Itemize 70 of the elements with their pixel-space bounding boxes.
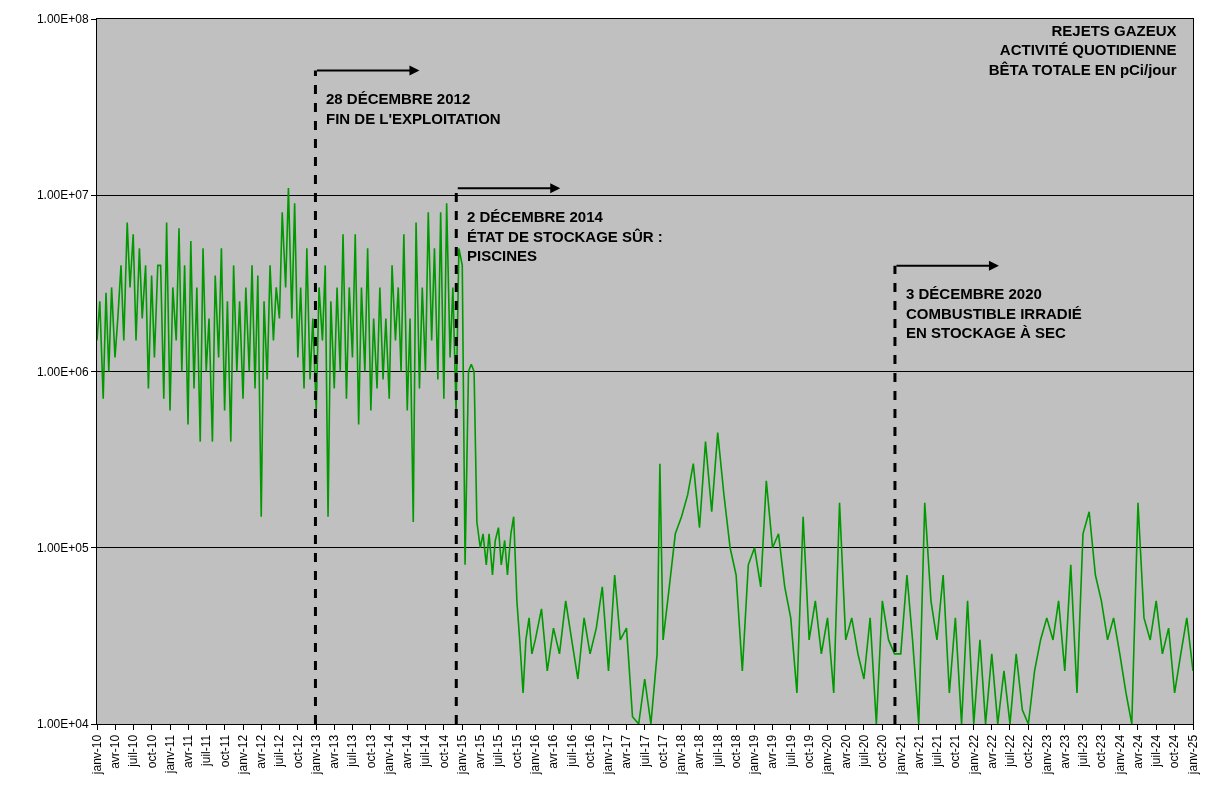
- x-tick-label: juil-11: [199, 734, 214, 767]
- x-tick-label: janv-25: [1185, 734, 1200, 776]
- x-tick-label: avr-21: [911, 734, 926, 769]
- x-tick-label: oct-11: [217, 734, 232, 768]
- x-tick-label: janv-11: [162, 734, 177, 775]
- text: REJETS GAZEUX ACTIVITÉ QUOTIDIENNE BÊTA TOTALE EN pCi/jour: [988, 21, 1177, 78]
- x-tick-label: janv-14: [382, 734, 397, 776]
- x-tick-label: oct-19: [802, 734, 817, 769]
- x-tick-label: oct-17: [656, 734, 670, 769]
- x-tick-label: janv-22: [966, 734, 981, 776]
- x-tick-label: juil-13: [345, 734, 360, 768]
- x-tick-label: oct-20: [875, 734, 890, 769]
- x-tick-label: juil-15: [491, 734, 506, 768]
- x-tick-label: oct-15: [509, 734, 524, 769]
- ref-line-label: 2 DÉCEMBRE 2014 ÉTAT DE STOCKAGE SÛR : PISCINES: [467, 208, 663, 264]
- x-tick-label: avr-23: [1057, 734, 1072, 769]
- x-tick-label: avr-15: [473, 734, 488, 769]
- x-tick-label: janv-17: [601, 734, 616, 776]
- x-tick-label: juil-19: [783, 734, 798, 768]
- x-tick-label: oct-12: [290, 734, 305, 769]
- x-tick-label: avr-16: [546, 734, 561, 769]
- x-tick-label: juil-20: [856, 734, 871, 768]
- x-tick-label: juil-23: [1075, 734, 1090, 768]
- x-tick-label: janv-24: [1112, 734, 1127, 776]
- x-tick-label: juil-12: [272, 734, 287, 768]
- x-tick-label: juil-16: [564, 734, 579, 768]
- x-tick-label: juil-10: [126, 734, 141, 768]
- y-tick-label: 1.00E+05: [36, 540, 89, 555]
- x-tick-label: janv-16: [528, 734, 543, 776]
- y-tick-label: 1.00E+06: [36, 364, 89, 379]
- x-tick-label: avr-17: [619, 734, 634, 769]
- x-tick-label: janv-15: [455, 734, 470, 776]
- x-tick-label: avr-19: [765, 734, 780, 769]
- x-tick-label: janv-23: [1039, 734, 1054, 776]
- x-tick-label: juil-14: [418, 734, 433, 768]
- x-tick-label: juil-24: [1149, 734, 1164, 768]
- x-tick-label: juil-21: [929, 734, 944, 768]
- x-tick-label: juil-17: [637, 734, 652, 768]
- ref-line-label: 3 DÉCEMBRE 2020 COMBUSTIBLE IRRADIÉ EN STOCKAGE À SEC: [906, 285, 1082, 341]
- x-tick-label: janv-20: [820, 734, 835, 776]
- x-tick-label: oct-16: [582, 734, 597, 769]
- x-tick-label: janv-12: [235, 734, 250, 776]
- x-tick-label: juil-18: [710, 734, 725, 768]
- x-tick-label: janv-18: [674, 734, 689, 776]
- x-tick-label: oct-13: [363, 734, 378, 769]
- x-tick-label: janv-21: [893, 734, 908, 776]
- x-tick-label: avr-10: [107, 734, 122, 769]
- x-tick-label: oct-14: [436, 734, 451, 769]
- x-tick-label: oct-10: [144, 734, 159, 769]
- y-tick-label: 1.00E+07: [36, 188, 89, 203]
- x-tick-label: avr-20: [838, 734, 853, 769]
- x-tick-label: oct-18: [729, 734, 744, 769]
- x-tick-label: oct-23: [1094, 734, 1109, 769]
- x-tick-label: avr-24: [1130, 734, 1145, 769]
- x-tick-label: oct-21: [948, 734, 963, 769]
- x-tick-label: janv-10: [89, 734, 104, 776]
- x-tick-label: avr-13: [327, 734, 342, 769]
- x-tick-label: juil-22: [1002, 734, 1017, 768]
- y-tick-label: 1.00E+08: [36, 12, 89, 27]
- x-tick-label: janv-13: [309, 734, 324, 776]
- x-tick-label: janv-19: [747, 734, 762, 776]
- ref-line-label: 28 DÉCEMBRE 2012 FIN DE L'EXPLOITATION: [326, 90, 501, 127]
- x-tick-label: oct-24: [1167, 734, 1182, 769]
- x-tick-label: avr-22: [984, 734, 999, 769]
- x-tick-label: avr-18: [692, 734, 707, 769]
- y-tick-label: 1.00E+04: [36, 717, 89, 732]
- x-tick-label: avr-11: [180, 734, 195, 768]
- x-tick-label: oct-22: [1021, 734, 1036, 769]
- x-tick-label: avr-12: [254, 734, 269, 769]
- x-tick-label: avr-14: [400, 734, 415, 769]
